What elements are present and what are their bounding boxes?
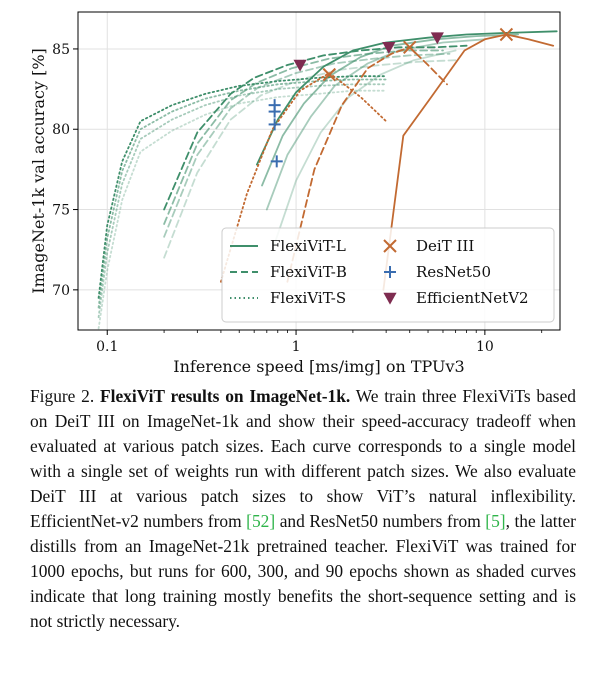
- y-tick-label: 85: [52, 42, 70, 58]
- figure-plot: 0.1 1 10 70 75 80 85 Inference speed [ms/img] …: [29, 11, 561, 376]
- series-lines: [97, 30, 558, 330]
- caption-title: FlexiViT results on ImageNet-1k.: [99, 386, 351, 406]
- point-markers: [268, 27, 514, 168]
- efficientnet-marker: [430, 32, 444, 45]
- resnet-marker: [384, 266, 396, 278]
- x-axis-label: Inference speed [ms/img] on TPUv3: [173, 357, 464, 376]
- caption-ref-52[interactable]: [52]: [246, 511, 276, 531]
- legend-label: EfficientNetV2: [416, 289, 529, 307]
- deit-marker: [383, 239, 397, 253]
- legend-entry: FlexiViT-S: [230, 289, 346, 307]
- series-line: [261, 33, 519, 187]
- caption-ref-5[interactable]: [5]: [485, 511, 506, 531]
- deit-marker: [499, 27, 514, 42]
- legend-entry: DeiT III: [383, 237, 474, 255]
- deit-marker: [403, 40, 417, 55]
- axis-ticks: 0.1 1 10 70 75 80 85: [52, 42, 543, 355]
- legend-entry: ResNet50: [384, 263, 491, 281]
- grid: [78, 12, 560, 330]
- series-line: [382, 33, 555, 291]
- legend: FlexiViT-L FlexiViT-B FlexiViT-S DeiT III Re…: [221, 227, 555, 323]
- legend-box: [221, 227, 555, 323]
- legend-label: DeiT III: [416, 237, 474, 255]
- series-line: [163, 52, 451, 238]
- series-line: [255, 30, 558, 166]
- x-tick-label: 1: [292, 339, 301, 355]
- deit-marker: [322, 67, 337, 82]
- caption-prefix: Figure 2.: [30, 386, 95, 406]
- caption-text-3: , the latter distills from an ImageNet-2…: [30, 511, 576, 631]
- series-line: [97, 89, 388, 330]
- series-line: [97, 75, 388, 299]
- legend-label: FlexiViT-S: [270, 289, 346, 307]
- caption-text-1: We train three FlexiViTs based on DeiT I…: [30, 386, 576, 531]
- efficientnet-marker: [383, 292, 397, 305]
- efficientnet-marker: [382, 42, 396, 54]
- series-line: [219, 72, 388, 283]
- legend-entry: EfficientNetV2: [383, 289, 529, 307]
- series-line: [163, 59, 457, 259]
- legend-label: ResNet50: [416, 263, 491, 281]
- y-tick-label: 75: [52, 203, 70, 219]
- y-axis-label: ImageNet-1k val accuracy [%]: [29, 48, 48, 294]
- series-line: [265, 38, 486, 211]
- series-line: [97, 78, 388, 309]
- legend-entry: FlexiViT-L: [230, 237, 346, 255]
- x-tick-label: 0.1: [96, 339, 118, 355]
- figure-caption: Figure 2. FlexiViT results on ImageNet-1…: [30, 384, 576, 634]
- accuracy-vs-speed-chart: 0.1 1 10 70 75 80 85 Inference speed [ms/img] …: [29, 11, 561, 376]
- caption-text-2: and ResNet50 numbers from: [275, 511, 486, 531]
- series-line: [163, 44, 468, 211]
- y-tick-label: 70: [52, 283, 70, 299]
- y-tick-label: 80: [52, 122, 70, 138]
- series-line: [97, 83, 388, 319]
- legend-label: FlexiViT-L: [270, 237, 346, 255]
- x-tick-label: 10: [476, 339, 494, 355]
- series-line: [271, 49, 457, 251]
- plot-frame: [77, 11, 561, 331]
- resnet-marker: [270, 155, 283, 168]
- series-line: [163, 49, 444, 225]
- legend-entry: FlexiViT-B: [230, 263, 347, 281]
- legend-label: FlexiViT-B: [270, 263, 347, 281]
- resnet-marker: [268, 118, 281, 131]
- series-line: [286, 46, 448, 283]
- efficientnet-marker: [293, 59, 307, 72]
- resnet-marker: [268, 105, 281, 118]
